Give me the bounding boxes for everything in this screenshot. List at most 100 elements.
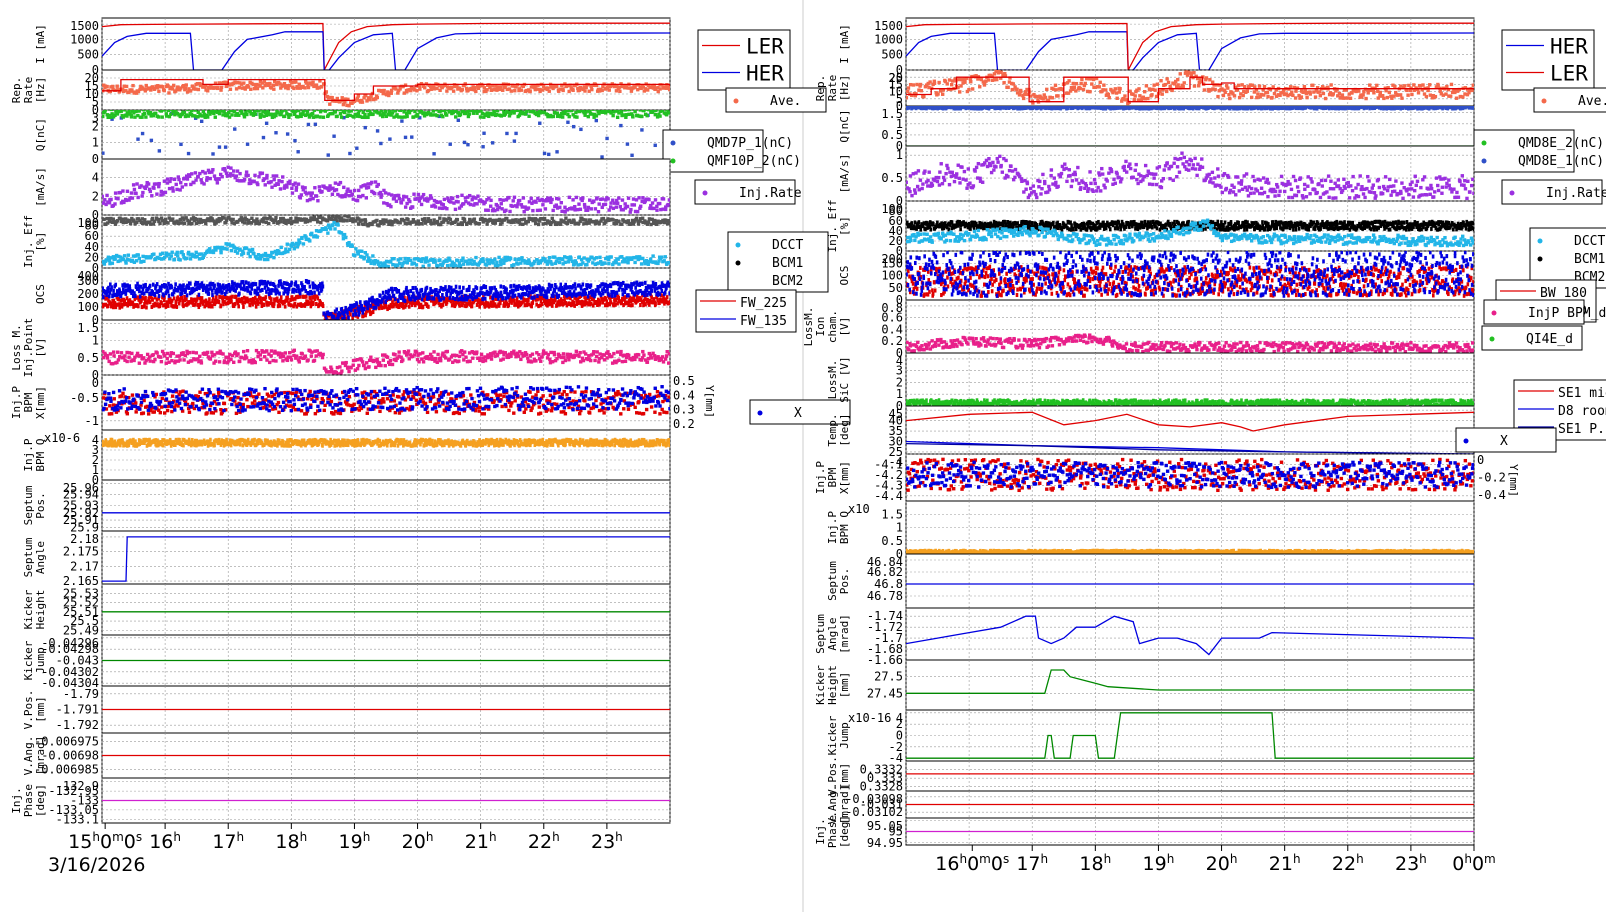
data-point xyxy=(650,206,654,211)
data-point xyxy=(136,253,140,257)
data-point xyxy=(328,369,332,374)
data-point xyxy=(324,90,329,94)
data-point xyxy=(492,87,497,92)
data-point xyxy=(565,292,569,297)
data-point xyxy=(324,313,327,318)
data-point xyxy=(407,197,411,202)
data-point xyxy=(513,257,517,261)
data-point xyxy=(546,196,550,200)
data-point xyxy=(538,110,542,112)
data-point xyxy=(252,179,256,184)
data-point xyxy=(519,285,523,291)
data-point xyxy=(509,290,512,295)
data-point xyxy=(342,110,347,115)
data-point xyxy=(300,352,304,356)
data-point xyxy=(572,292,575,297)
data-point xyxy=(560,83,564,87)
data-point xyxy=(594,83,599,88)
data-point xyxy=(495,260,499,265)
data-point xyxy=(653,218,657,223)
data-point xyxy=(136,195,140,200)
data-point xyxy=(188,253,192,257)
data-point xyxy=(562,287,566,292)
data-point xyxy=(356,94,361,98)
data-point xyxy=(563,260,567,265)
data-point xyxy=(148,222,153,226)
data-point xyxy=(354,110,358,112)
data-point xyxy=(363,366,368,371)
data-point xyxy=(509,284,513,289)
data-point xyxy=(277,251,281,255)
data-point xyxy=(379,141,383,146)
data-point xyxy=(196,110,200,115)
data-point xyxy=(164,304,168,309)
data-point xyxy=(103,110,108,112)
data-point xyxy=(541,88,545,92)
data-point xyxy=(541,222,545,226)
data-point xyxy=(579,257,584,262)
data-point xyxy=(474,89,478,94)
data-point xyxy=(609,284,613,289)
data-point xyxy=(545,295,549,300)
data-point xyxy=(406,289,410,294)
data-point xyxy=(219,287,222,292)
data-point xyxy=(298,356,302,360)
data-point xyxy=(276,290,280,295)
data-point xyxy=(269,290,273,295)
data-point xyxy=(392,357,396,362)
data-point xyxy=(564,216,568,220)
data-point xyxy=(542,151,547,156)
data-point xyxy=(632,220,636,224)
data-point xyxy=(293,287,296,292)
data-point xyxy=(152,219,157,224)
data-point xyxy=(116,358,121,362)
data-point xyxy=(617,111,621,115)
data-point xyxy=(511,290,515,296)
data-point xyxy=(174,282,177,287)
data-point xyxy=(545,299,548,304)
data-point xyxy=(399,201,404,205)
data-point xyxy=(330,223,335,227)
data-point xyxy=(587,257,592,261)
data-point xyxy=(364,186,369,190)
data-point xyxy=(642,89,646,93)
data-point xyxy=(623,290,627,295)
data-point xyxy=(462,217,467,221)
data-point xyxy=(278,303,282,308)
data-point xyxy=(106,115,110,120)
data-point xyxy=(224,218,229,222)
data-point xyxy=(205,284,209,289)
data-point xyxy=(568,292,571,297)
data-point xyxy=(119,298,123,303)
data-point xyxy=(545,262,550,266)
data-point xyxy=(412,299,415,304)
data-point xyxy=(558,205,562,209)
data-point xyxy=(278,82,282,86)
data-point xyxy=(225,174,230,178)
data-point xyxy=(216,219,220,224)
data-point xyxy=(109,256,113,260)
data-point xyxy=(442,296,446,301)
data-point xyxy=(569,296,572,301)
data-point xyxy=(410,296,413,302)
data-point xyxy=(641,220,645,225)
data-point xyxy=(138,289,141,294)
data-point xyxy=(334,370,339,375)
data-point xyxy=(111,350,116,354)
data-point xyxy=(297,238,301,242)
data-point xyxy=(296,115,300,119)
data-point xyxy=(451,296,455,301)
data-point xyxy=(235,246,239,251)
data-point xyxy=(528,217,533,222)
data-point xyxy=(472,259,476,264)
data-point xyxy=(266,280,270,285)
data-point xyxy=(624,115,628,119)
data-point xyxy=(553,288,557,293)
data-point xyxy=(501,198,505,202)
data-point xyxy=(578,283,581,288)
data-point xyxy=(211,250,216,255)
data-point xyxy=(396,289,399,294)
data-point xyxy=(474,255,478,260)
data-point xyxy=(403,256,407,261)
